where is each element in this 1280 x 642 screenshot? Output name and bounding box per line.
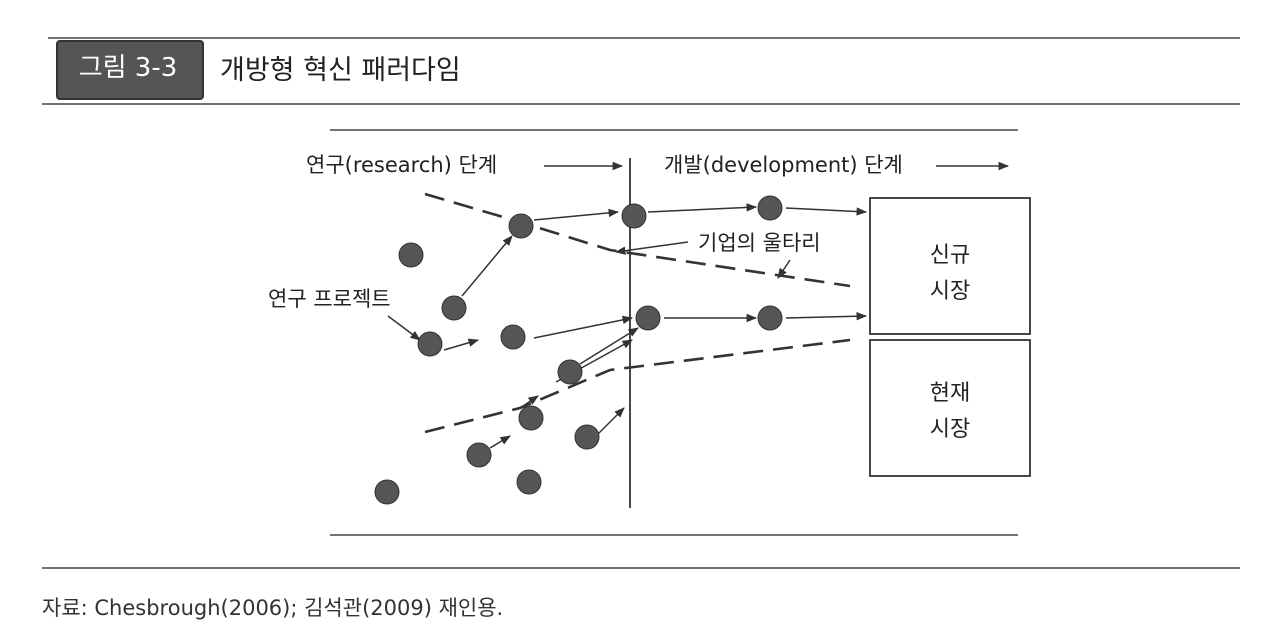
boundary-label-arrow-down [777,259,791,279]
project-dot [441,295,467,321]
project-dot [757,305,783,331]
new-market-label-line2: 시장 [930,279,970,304]
boundary-label-arrow-left [614,241,689,255]
flow-arrow [785,207,868,216]
project-dot [374,479,400,505]
flow-arrow [533,315,634,339]
company-boundary-label: 기업의 울타리 [698,231,821,255]
flow-arrow [489,435,511,449]
project-dot [500,324,526,350]
flow-arrow [579,327,639,365]
flow-arrow [519,395,539,409]
project-dot [398,242,424,268]
research-phase-label: 연구(research) 단계 [306,153,497,177]
research-projects-arrow [387,315,421,341]
flow-arrow [461,235,513,297]
current-market-label-line1: 현재 [930,381,970,406]
current-market-box [869,339,1031,477]
project-dot [417,331,443,357]
project-dot [518,405,544,431]
project-dot [508,213,534,239]
new-market-label-line1: 신규 [930,243,970,268]
current-market-label-line2: 시장 [930,417,970,442]
source-citation: 자료: Chesbrough(2006); 김석관(2009) 재인용. [42,596,504,620]
research-projects-label: 연구 프로젝트 [268,287,391,311]
project-dot [635,305,661,331]
project-dot [621,203,647,229]
project-dot [574,424,600,450]
new-market-box [869,197,1031,335]
figure-title: 개방형 혁신 패러다임 [220,55,461,86]
figure-number: 그림 3-3 [78,53,178,83]
flow-arrow [647,203,758,213]
project-dot [466,442,492,468]
project-dot [757,195,783,221]
flow-arrow [533,208,620,221]
figure-number-badge: 그림 3-3 [48,36,204,100]
flow-arrow [443,338,480,351]
company-boundary-top-line [424,192,851,288]
project-dot [557,359,583,385]
figure-number-box [56,40,204,100]
project-dot [516,469,542,495]
development-phase-label: 개발(development) 단계 [664,153,903,177]
flow-arrow [785,312,868,321]
company-boundary-bottom-line [424,338,851,434]
flow-arrow [595,407,625,437]
